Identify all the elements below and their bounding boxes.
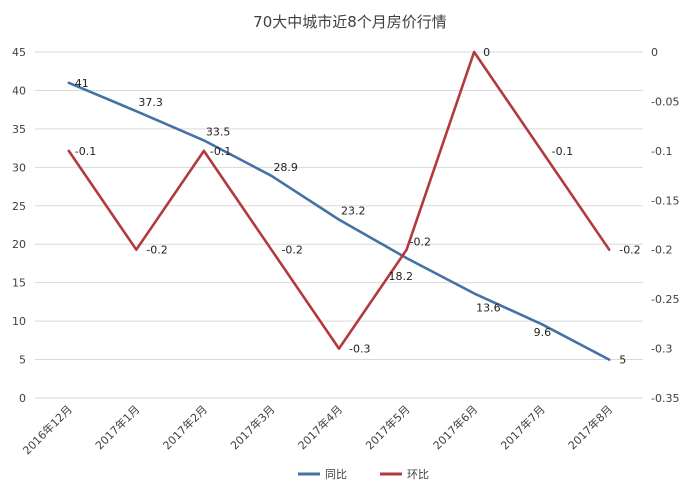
y-left-tick-label: 15 bbox=[12, 277, 26, 290]
y-right-tick-label: 0 bbox=[651, 46, 658, 59]
data-label: 41 bbox=[75, 77, 89, 90]
data-label: -0.1 bbox=[210, 145, 231, 158]
y-left-tick-label: 0 bbox=[19, 392, 26, 405]
data-label: 18.2 bbox=[389, 270, 414, 283]
y-right-tick-label: -0.15 bbox=[651, 194, 679, 207]
data-label: 23.2 bbox=[341, 205, 366, 218]
series-line-2 bbox=[67, 50, 611, 350]
x-tick-label: 2017年7月 bbox=[498, 402, 548, 452]
y-right-tick-label: -0.3 bbox=[651, 343, 672, 356]
data-label: 33.5 bbox=[206, 125, 231, 138]
x-tick-label: 2017年8月 bbox=[565, 402, 615, 452]
x-tick-label: 2017年2月 bbox=[160, 402, 210, 452]
data-label: -0.2 bbox=[146, 244, 167, 257]
data-label: 13.6 bbox=[476, 301, 501, 314]
y-right-tick-label: -0.35 bbox=[651, 392, 679, 405]
left-y-axis: 0 5 10 15 20 25 30 35 40 45 bbox=[12, 46, 26, 405]
y-right-tick-label: -0.2 bbox=[651, 244, 672, 257]
series-line-1 bbox=[67, 81, 611, 361]
y-right-tick-label: -0.05 bbox=[651, 95, 679, 108]
y-left-tick-label: 30 bbox=[12, 161, 26, 174]
data-label: 0 bbox=[483, 46, 490, 59]
x-tick-label: 2017年1月 bbox=[92, 402, 142, 452]
data-label: -0.1 bbox=[75, 145, 96, 158]
x-tick-label: 2017年6月 bbox=[430, 402, 480, 452]
y-right-tick-label: -0.1 bbox=[651, 145, 672, 158]
data-label: -0.1 bbox=[552, 145, 573, 158]
x-tick-label: 2017年5月 bbox=[362, 402, 412, 452]
y-left-tick-label: 20 bbox=[12, 238, 26, 251]
x-tick-label: 2016年12月 bbox=[20, 402, 75, 457]
data-label: 37.3 bbox=[138, 96, 163, 109]
series-layer bbox=[67, 50, 611, 361]
data-label: 28.9 bbox=[273, 161, 298, 174]
y-left-tick-label: 5 bbox=[19, 354, 26, 367]
data-label: 5 bbox=[619, 354, 626, 367]
y-right-tick-label: -0.25 bbox=[651, 293, 679, 306]
data-label: 9.6 bbox=[534, 326, 552, 339]
legend-label-1: 同比 bbox=[325, 468, 347, 481]
x-tick-label: 2017年3月 bbox=[227, 402, 277, 452]
data-label: -0.2 bbox=[281, 244, 302, 257]
x-tick-label: 2017年4月 bbox=[295, 402, 345, 452]
x-axis: 2016年12月 2017年1月 2017年2月 2017年3月 2017年4月 2017… bbox=[20, 402, 616, 457]
data-label: -0.2 bbox=[619, 244, 640, 257]
y-left-tick-label: 45 bbox=[12, 46, 26, 59]
right-y-axis: -0.35 -0.3 -0.25 -0.2 -0.15 -0.1 -0.05 0 bbox=[651, 46, 679, 405]
y-left-tick-label: 35 bbox=[12, 123, 26, 136]
data-labels: 41 37.3 33.5 28.9 23.2 18.2 13.6 9.6 5 -0.1 -0.2 -0… bbox=[75, 46, 641, 367]
y-left-tick-label: 40 bbox=[12, 84, 26, 97]
data-label: -0.3 bbox=[349, 343, 370, 356]
y-left-tick-label: 10 bbox=[12, 315, 26, 328]
data-label: -0.2 bbox=[410, 236, 431, 249]
legend-label-2: 环比 bbox=[407, 468, 429, 481]
chart-title: 70大中城市近8个月房价行情 bbox=[253, 13, 447, 31]
grid-lines bbox=[35, 51, 643, 399]
legend: 同比 环比 bbox=[298, 468, 429, 481]
y-left-tick-label: 25 bbox=[12, 200, 26, 213]
